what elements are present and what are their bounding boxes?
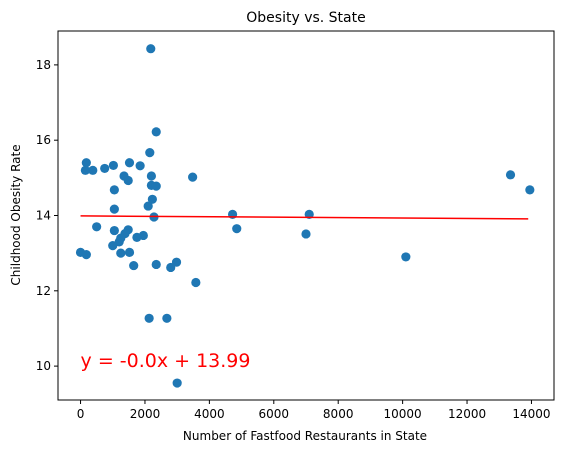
data-point	[191, 277, 201, 288]
data-point	[147, 194, 157, 204]
x-tick-label: 2000	[130, 407, 161, 421]
regression-line-group	[80, 215, 529, 220]
x-axis-label: Number of Fastfood Restaurants in State	[183, 429, 427, 443]
regression-equation: y = -0.0x + 13.99	[81, 350, 251, 372]
y-tick-label: 10	[36, 359, 51, 373]
data-point	[172, 378, 182, 388]
x-tick-label: 10000	[384, 407, 422, 421]
x-tick-label: 8000	[323, 407, 354, 421]
data-point	[81, 158, 91, 168]
data-point	[124, 158, 135, 168]
data-point	[151, 127, 161, 137]
data-point	[401, 252, 411, 262]
data-point	[144, 313, 154, 323]
data-point	[129, 260, 139, 271]
data-point	[80, 165, 90, 175]
data-point	[143, 201, 153, 211]
data-point	[525, 185, 535, 195]
data-point	[505, 170, 516, 180]
data-point	[88, 165, 98, 175]
data-point	[151, 181, 161, 191]
y-axis: 10 12 14 16 18	[36, 58, 58, 373]
data-point	[162, 313, 172, 323]
data-point	[188, 172, 198, 182]
data-point	[151, 259, 161, 270]
data-point	[108, 160, 118, 171]
data-point	[135, 161, 145, 171]
data-point	[132, 232, 142, 242]
data-point	[108, 241, 118, 251]
chart-title: Obesity vs. State	[246, 10, 365, 26]
x-tick-label: 4000	[194, 407, 225, 421]
data-point	[100, 163, 110, 174]
data-points	[75, 44, 535, 388]
data-point	[232, 224, 242, 234]
data-point	[145, 148, 155, 158]
data-point	[166, 262, 176, 273]
data-point	[124, 247, 135, 257]
y-tick-label: 12	[36, 284, 51, 298]
x-tick-label: 14000	[512, 407, 550, 421]
regression-line	[80, 215, 529, 220]
y-axis-label: Childhood Obesity Rate	[9, 144, 23, 285]
data-point	[116, 248, 126, 258]
data-point	[146, 44, 156, 54]
data-point	[301, 229, 311, 239]
data-point	[109, 225, 119, 236]
x-tick-label: 12000	[448, 407, 486, 421]
x-tick-label: 6000	[259, 407, 290, 421]
data-point	[123, 175, 133, 186]
y-tick-label: 16	[36, 133, 51, 147]
x-tick-label: 0	[77, 407, 85, 421]
data-point	[81, 250, 91, 260]
data-point	[146, 171, 157, 181]
data-point	[109, 185, 119, 195]
data-point	[92, 222, 102, 232]
y-tick-label: 14	[36, 209, 51, 223]
y-tick-label: 18	[36, 58, 51, 72]
x-axis: 0 2000 4000 6000 8000 10000 12000 14000	[77, 400, 551, 421]
data-point	[109, 204, 119, 214]
